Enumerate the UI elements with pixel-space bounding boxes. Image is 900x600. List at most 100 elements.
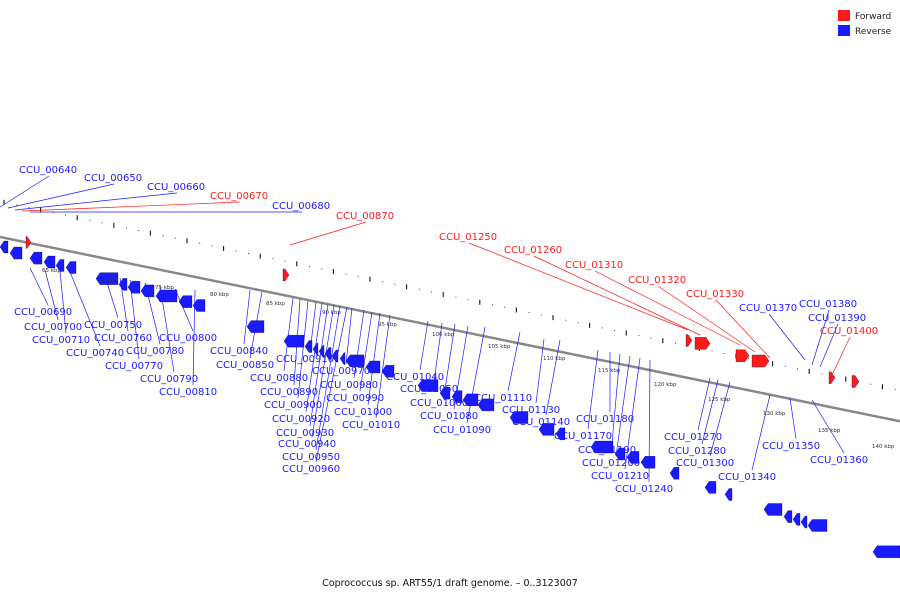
scale-dot [394,283,396,285]
gene-label: CCU_00950 [282,452,340,463]
gene-label-leader [819,323,839,368]
scale-dot [821,373,823,375]
scale-label: 65 kbp [42,268,61,274]
genome-caption: Coprococcus sp. ART55/1 draft genome. – … [322,578,578,589]
gene-label-leader [305,302,323,413]
gene-label-leader [7,183,115,209]
gene-label: CCU_00900 [264,400,322,411]
reverse-gene [704,481,717,494]
scale-dot [504,306,506,308]
forward-gene [25,236,32,249]
gene-label: CCU_00660 [147,182,205,193]
scale-dot [711,350,713,352]
scale-dot [101,222,103,224]
reverse-gene [614,447,626,461]
scale-dot [601,327,603,329]
gene-label: CCU_00990 [326,393,384,404]
reverse-gene [763,503,783,516]
gene-label-leader [624,357,641,470]
gene-label: CCU_01000 [334,407,392,418]
gene-label: CCU_00840 [210,346,268,357]
gene-label-leader [21,201,241,212]
gene-label-leader [535,338,545,404]
gene-label: CCU_00790 [140,374,198,385]
gene-label-leader [701,379,719,445]
gene-label: CCU_00910 [276,354,334,365]
gene-label: CCU_00670 [210,191,268,202]
gene-label-leader [811,399,845,454]
scale-label: 80 kbp [210,292,229,298]
scale-dot [235,250,237,252]
scale-dot [675,342,676,344]
gene-label: CCU_01010 [342,420,400,431]
gene-label: CCU_00970 [312,366,370,377]
gene-label-leader [466,326,486,424]
scale-label: 110 kbp [543,356,566,362]
gene-label: CCU_01140 [512,417,570,428]
reverse-gene [339,352,346,365]
scale-dot [577,322,579,324]
gene-label-leader [375,314,391,419]
scale-dot [784,365,786,367]
gene-label: CCU_00690 [14,307,72,318]
legend-swatch-forward [838,10,850,21]
reverse-gene [312,342,319,356]
scale-label: 125 kbp [708,397,731,403]
reverse-gene [324,347,332,360]
gene-label: CCU_01360 [810,455,868,466]
gene-label: CCU_01170 [554,431,612,442]
gene-label-leader [443,323,456,397]
gene-label-leader [697,377,711,431]
reverse-gene [192,299,206,312]
scale-label: 85 kbp [266,301,285,307]
gene-label: CCU_00680 [272,201,330,212]
reverse-gene [43,255,56,269]
scale-label: 130 kbp [763,411,786,417]
scale-dot [492,304,493,306]
scale-label: 70 kbp [99,277,118,283]
reverse-gene [783,510,793,523]
scale-label: 75 kbp [155,285,174,291]
scale-dot [309,265,310,267]
reverse-gene [538,423,555,436]
gene-label: CCU_00960 [282,464,340,475]
gene-label-leader [297,300,309,399]
gene-label: CCU_00930 [276,428,334,439]
scale-dot [16,204,18,206]
gene-label: CCU_01040 [386,372,444,383]
scale-dot [284,260,286,262]
gene-label: CCU_01270 [664,432,722,443]
scale-dot [467,299,469,301]
scale-dot [65,214,66,216]
scale-dot [540,314,542,316]
scale-dot [797,368,798,370]
gene-label-leader [0,175,50,208]
scale-label: 105 kbp [488,344,511,350]
gene-label: CCU_00920 [272,414,330,425]
gene-label-leader [715,299,771,359]
scale-dot [382,281,384,283]
gene-label: CCU_01240 [615,484,673,495]
gene-label: CCU_00810 [159,387,217,398]
gene-label-leader [315,306,348,463]
gene-label: CCU_00780 [126,346,184,357]
scale-dot [52,212,54,214]
scale-dot [162,235,164,237]
scale-dot [650,337,652,339]
gene-label: CCU_01400 [820,326,878,337]
reverse-gene [381,365,395,378]
reverse-gene [331,349,339,363]
gene-label: CCU_01370 [739,303,797,314]
scale-dot [199,242,201,244]
gene-label-leader [289,221,367,246]
reverse-gene [640,456,656,469]
scale-dot [28,206,30,208]
gene-label: CCU_01190 [578,445,636,456]
gene-label: CCU_01320 [628,275,686,286]
reverse-gene [304,340,313,353]
gene-label: CCU_00880 [250,373,308,384]
reverse-gene [509,411,529,424]
scale-dot [723,352,725,354]
scale-dot [638,335,640,337]
